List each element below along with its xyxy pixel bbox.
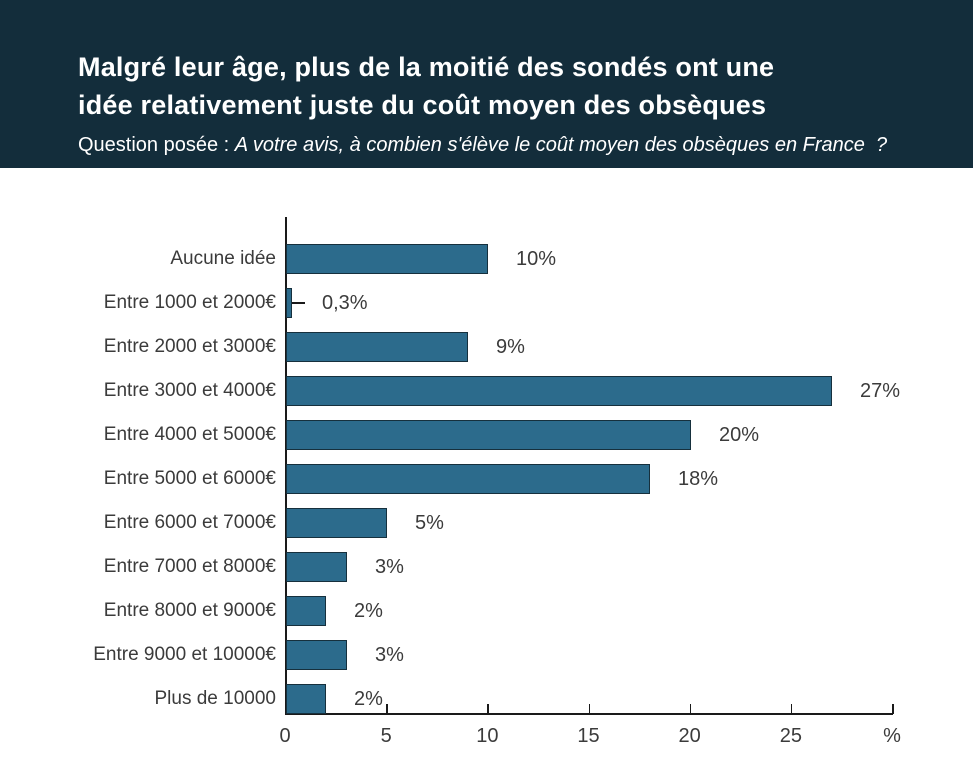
- value-label: 10%: [516, 248, 557, 270]
- x-axis-tick: [790, 704, 793, 714]
- bar: [286, 464, 650, 494]
- value-label: 9%: [496, 336, 525, 358]
- category-label: Entre 8000 et 9000€: [103, 600, 276, 621]
- subtitle-question: A votre avis, à combien s'élève le coût …: [234, 134, 888, 156]
- chart-title: Malgré leur âge, plus de la moitié des s…: [78, 48, 973, 124]
- bar: [286, 508, 387, 538]
- error-whisker: [292, 302, 305, 304]
- x-axis-tick: [588, 704, 590, 714]
- title-line-1: Malgré leur âge, plus de la moitié des s…: [78, 52, 775, 82]
- bar: [286, 332, 468, 362]
- x-axis-tick-label: 15: [577, 725, 600, 747]
- value-label: 0,3%: [322, 292, 368, 314]
- value-label: 27%: [860, 380, 901, 402]
- category-label: Entre 2000 et 3000€: [103, 336, 276, 357]
- bar: [286, 420, 691, 450]
- y-axis-line: [285, 217, 287, 713]
- subtitle-prefix: Question posée :: [78, 134, 235, 156]
- category-label: Plus de 10000: [154, 688, 277, 709]
- x-axis-tick-label: 5: [380, 725, 392, 747]
- category-label: Entre 1000 et 2000€: [103, 292, 276, 313]
- x-axis-tick-label: 25: [779, 725, 802, 747]
- value-label: 3%: [375, 556, 404, 578]
- bar: [286, 640, 347, 670]
- x-axis-tick-label: %: [883, 725, 901, 747]
- header-content: Malgré leur âge, plus de la moitié des s…: [0, 0, 973, 157]
- bar: [286, 288, 292, 318]
- bar: [286, 596, 326, 626]
- bar: [286, 244, 488, 274]
- x-axis-tick-label: 10: [476, 725, 499, 747]
- x-axis-tick: [487, 704, 489, 714]
- category-label: Entre 5000 et 6000€: [103, 468, 276, 489]
- category-label: Entre 7000 et 8000€: [103, 556, 276, 577]
- value-label: 18%: [678, 468, 719, 490]
- value-label: 2%: [354, 688, 383, 710]
- bar-chart: Aucune idée 10% Entre 1000 et 2000€ 0,3% Ent…: [0, 168, 973, 761]
- category-label: Entre 6000 et 7000€: [103, 512, 276, 533]
- x-axis-tick: [689, 704, 692, 714]
- title-line-2: idée relativement juste du coût moyen de…: [78, 90, 767, 120]
- x-axis-tick: [386, 704, 388, 714]
- bar: [286, 552, 347, 582]
- category-label: Entre 9000 et 10000€: [93, 644, 276, 665]
- header-banner: Malgré leur âge, plus de la moitié des s…: [0, 0, 973, 168]
- value-label: 3%: [375, 644, 404, 666]
- value-label: 2%: [354, 600, 383, 622]
- chart-subtitle: Question posée : A votre avis, à combien…: [78, 133, 973, 157]
- bar: [286, 376, 832, 406]
- value-label: 20%: [719, 424, 760, 446]
- value-label: 5%: [415, 512, 444, 534]
- bar: [286, 684, 326, 714]
- category-label: Aucune idée: [170, 248, 276, 269]
- category-label: Entre 3000 et 4000€: [103, 380, 276, 401]
- x-axis-tick: [892, 704, 894, 714]
- x-axis-tick-label: 20: [678, 725, 701, 747]
- x-axis-tick-label: 0: [279, 725, 291, 747]
- category-label: Entre 4000 et 5000€: [103, 424, 276, 445]
